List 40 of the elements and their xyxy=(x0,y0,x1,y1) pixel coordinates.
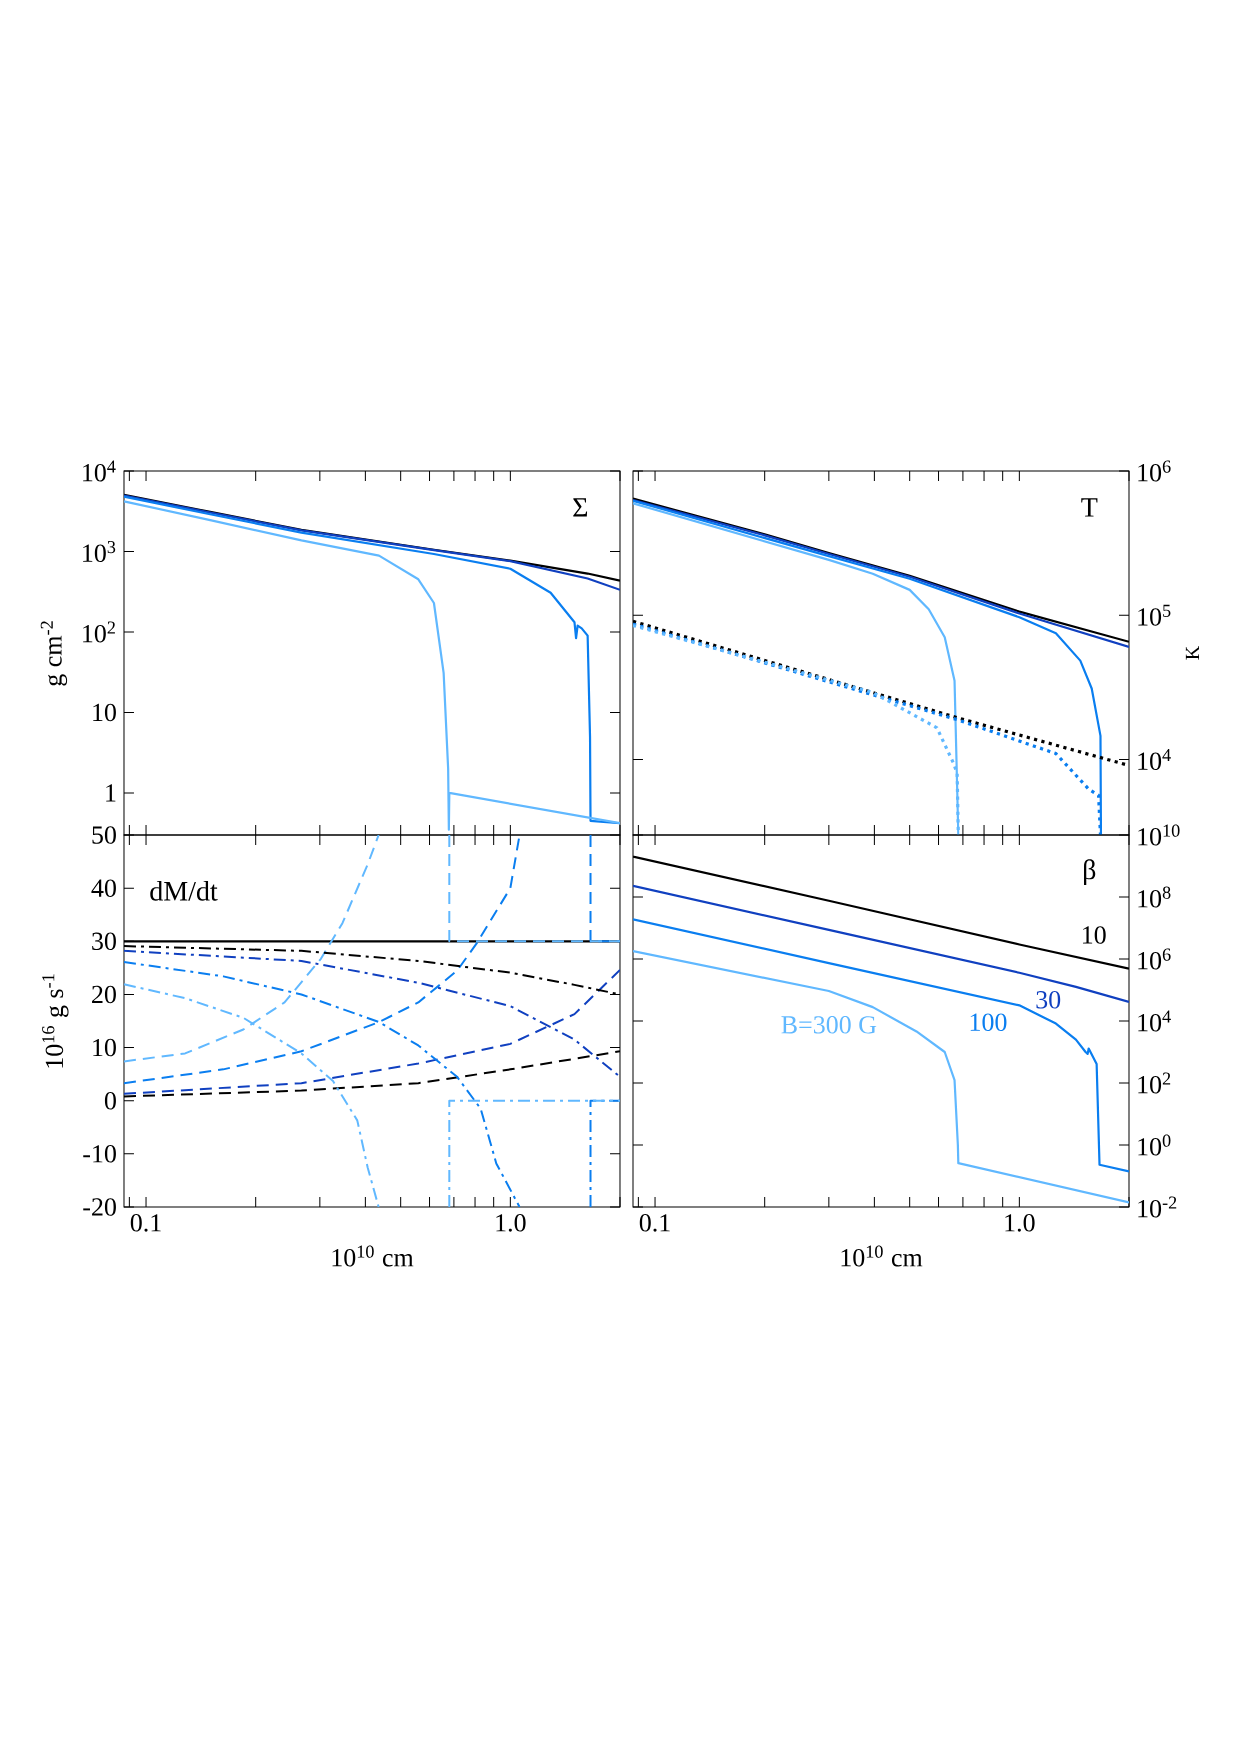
y-tick-label: -10 xyxy=(83,1145,116,1163)
y-tick-label: 10$^{3}$ xyxy=(83,540,116,562)
series-label: B=300 G xyxy=(781,1016,877,1034)
text: β xyxy=(1084,859,1096,886)
y-tick-label: 50 xyxy=(92,826,116,844)
y-tick-label: 10$^{4}$ xyxy=(83,460,116,482)
x-axis-title: 10$^{10}$ cm xyxy=(332,1245,414,1267)
x-axis-title: 10$^{10}$ cm xyxy=(841,1245,923,1267)
y-axis-title: g cm$^{-2}$ xyxy=(40,621,68,686)
text: Σ xyxy=(573,498,588,517)
y-tick-label: 10$^{8}$ xyxy=(1138,886,1171,908)
y-tick-label: 10$^{4}$ xyxy=(1138,749,1171,771)
y-tick-label: 10$^{6}$ xyxy=(1138,460,1171,482)
x-tick-label: 1.0 xyxy=(496,1214,526,1232)
y-tick-label: 10$^{10}$ xyxy=(1138,824,1180,846)
y-tick-label: 10$^{0}$ xyxy=(1138,1134,1171,1156)
x-tick-label: 0.1 xyxy=(639,1214,670,1232)
y-tick-label: 20 xyxy=(92,985,116,1004)
y-tick-label: 0 xyxy=(104,1091,116,1110)
y-tick-label: 10$^{4}$ xyxy=(1138,1010,1171,1032)
x-tick-label: 1.0 xyxy=(1005,1214,1035,1232)
y-tick-label: 10$^{2}$ xyxy=(83,621,115,643)
y-tick-label: 10$^{-2}$ xyxy=(1138,1196,1177,1218)
y-tick-label: 40 xyxy=(91,879,116,897)
y-tick-label: 10 xyxy=(93,1038,116,1057)
x-tick-label: 0.1 xyxy=(130,1214,161,1232)
y-tick-label: -20 xyxy=(83,1198,116,1216)
y-tick-label: 10$^{2}$ xyxy=(1138,1072,1171,1094)
y-tick-label: 10 xyxy=(93,703,116,722)
text: dM/dt xyxy=(150,880,218,901)
y-axis-title: 10$^{16}$ g s$^{-1}$ xyxy=(42,974,69,1068)
text: T xyxy=(1081,498,1098,517)
series-label: 30 xyxy=(1036,991,1061,1009)
y-tick-label: 10$^{5}$ xyxy=(1138,604,1171,626)
y-tick-label: 10$^{6}$ xyxy=(1138,948,1171,970)
y-tick-label: 1 xyxy=(106,784,116,802)
legend-label: 10 xyxy=(1082,926,1106,944)
series-label: 100 xyxy=(970,1013,1007,1031)
y-tick-label: 30 xyxy=(92,932,116,951)
y-axis-title: K xyxy=(1185,645,1199,660)
